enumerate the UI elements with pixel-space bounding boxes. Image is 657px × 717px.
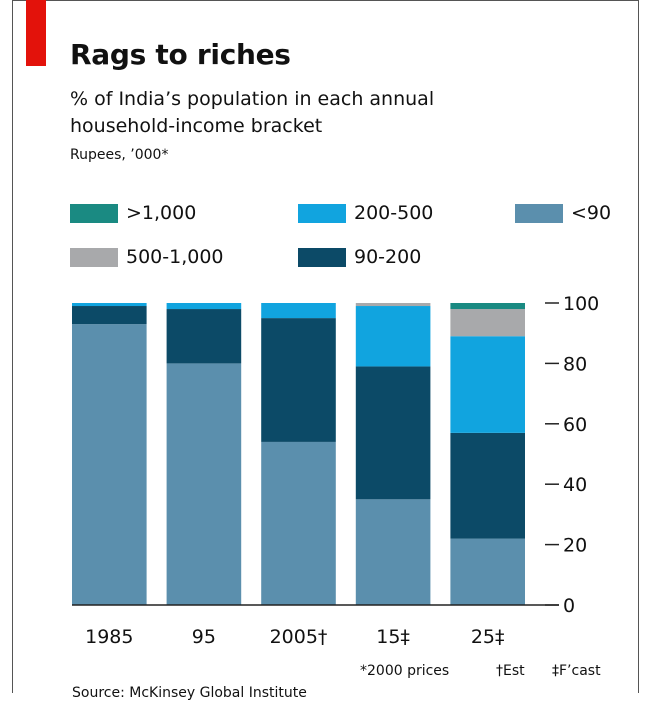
legend-label: 90-200 bbox=[354, 246, 422, 268]
legend-item-500-1000: 500-1,000 bbox=[70, 246, 224, 268]
source-note: Source: McKinsey Global Institute bbox=[72, 685, 307, 701]
legend-label: 200-500 bbox=[354, 202, 434, 224]
legend-item-90-200: 90-200 bbox=[298, 246, 421, 268]
chart-title: Rags to riches bbox=[70, 38, 291, 71]
footnote-est: †Est bbox=[496, 663, 525, 679]
footnote-fcast: ‡F’cast bbox=[552, 663, 601, 679]
legend-label: >1,000 bbox=[126, 202, 197, 224]
legend-label: 500-1,000 bbox=[126, 246, 224, 268]
brand-red-tab bbox=[26, 0, 46, 66]
legend-item-under-90: <90 bbox=[515, 202, 611, 224]
legend-swatch bbox=[298, 247, 346, 267]
chart-frame bbox=[12, 0, 639, 693]
chart-unit-note: Rupees, ’000* bbox=[70, 147, 169, 163]
chart-subtitle: % of India’s population in each annual h… bbox=[70, 88, 435, 137]
legend-swatch bbox=[515, 203, 563, 223]
legend-swatch bbox=[298, 203, 346, 223]
footnote-prices: *2000 prices bbox=[360, 663, 450, 679]
legend-item-200-500: 200-500 bbox=[298, 202, 433, 224]
legend-swatch bbox=[70, 203, 118, 223]
legend-swatch bbox=[70, 247, 118, 267]
legend-item-over-1000: >1,000 bbox=[70, 202, 196, 224]
legend-label: <90 bbox=[571, 202, 612, 224]
